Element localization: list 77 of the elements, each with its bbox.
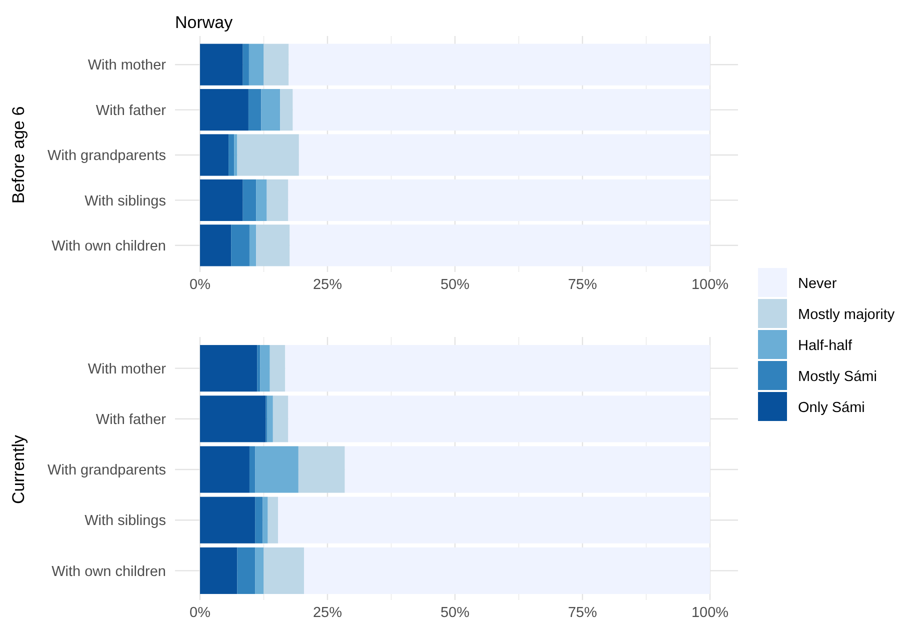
- bar: [292, 89, 710, 131]
- bar: [200, 396, 266, 442]
- bar: [249, 224, 256, 266]
- bar: [280, 89, 293, 131]
- legend-label: Never: [798, 276, 837, 292]
- bar: [262, 496, 268, 544]
- x-tick-label: 25%: [312, 605, 342, 621]
- x-tick-label: 25%: [312, 277, 342, 293]
- bar: [200, 179, 243, 221]
- bar: [228, 134, 234, 176]
- bar: [298, 134, 710, 176]
- bar: [200, 446, 250, 493]
- bar: [248, 89, 262, 131]
- x-tick-label: 75%: [568, 277, 598, 293]
- bar: [200, 44, 243, 86]
- bar: [237, 134, 299, 176]
- bar: [264, 547, 304, 594]
- bar: [234, 134, 238, 176]
- bar: [231, 224, 250, 266]
- y-tick-label: With mother: [88, 58, 166, 74]
- bar: [200, 224, 232, 266]
- legend-label: Only Sámi: [798, 400, 865, 416]
- bar: [344, 446, 710, 493]
- y-tick-label: With mother: [88, 361, 166, 378]
- legend-label: Mostly majority: [798, 307, 896, 324]
- bar: [200, 89, 248, 131]
- x-tick-label: 75%: [568, 605, 598, 621]
- bar: [248, 44, 264, 86]
- bar: [249, 446, 256, 493]
- bar: [278, 496, 710, 544]
- y-axis-title: Before age 6: [9, 106, 28, 204]
- bar: [285, 345, 710, 392]
- bar: [288, 396, 710, 442]
- bar: [200, 496, 256, 544]
- bar: [288, 179, 710, 221]
- bar: [257, 345, 260, 392]
- bar: [256, 224, 290, 266]
- y-tick-label: With father: [96, 102, 166, 119]
- bar: [237, 547, 256, 594]
- bar: [290, 224, 710, 266]
- bar: [268, 496, 278, 544]
- bar: [242, 179, 256, 221]
- y-tick-label: With father: [96, 412, 166, 428]
- bar: [200, 134, 229, 176]
- x-tick-label: 100%: [691, 277, 729, 293]
- bar: [288, 44, 710, 86]
- y-tick-label: With siblings: [84, 193, 166, 210]
- x-tick-label: 0%: [190, 277, 211, 293]
- bar: [298, 446, 345, 493]
- bar: [272, 396, 288, 442]
- x-tick-label: 0%: [190, 605, 211, 621]
- legend-label: Mostly Sámi: [798, 369, 877, 386]
- bar: [264, 44, 289, 86]
- bar: [242, 44, 249, 86]
- bar: [200, 345, 258, 392]
- x-tick-label: 100%: [691, 605, 729, 621]
- chart-title: Norway: [175, 13, 234, 32]
- y-tick-label: With grandparents: [48, 148, 166, 164]
- bar: [270, 345, 286, 392]
- bar: [260, 345, 270, 392]
- bar: [255, 547, 264, 594]
- bar: [261, 89, 280, 131]
- bar: [256, 179, 267, 221]
- bar: [255, 446, 298, 493]
- bar: [267, 396, 273, 442]
- y-axis-title: Currently: [9, 434, 28, 504]
- bar: [266, 179, 288, 221]
- y-tick-label: With siblings: [84, 513, 166, 530]
- y-tick-label: With own children: [52, 564, 166, 580]
- x-tick-label: 50%: [440, 605, 470, 621]
- bar: [255, 496, 263, 544]
- bar: [200, 547, 238, 594]
- x-tick-label: 50%: [440, 277, 470, 293]
- y-tick-label: With grandparents: [48, 462, 166, 479]
- y-tick-label: With own children: [52, 238, 166, 254]
- bar: [304, 547, 710, 594]
- legend-label: Half-half: [798, 338, 853, 354]
